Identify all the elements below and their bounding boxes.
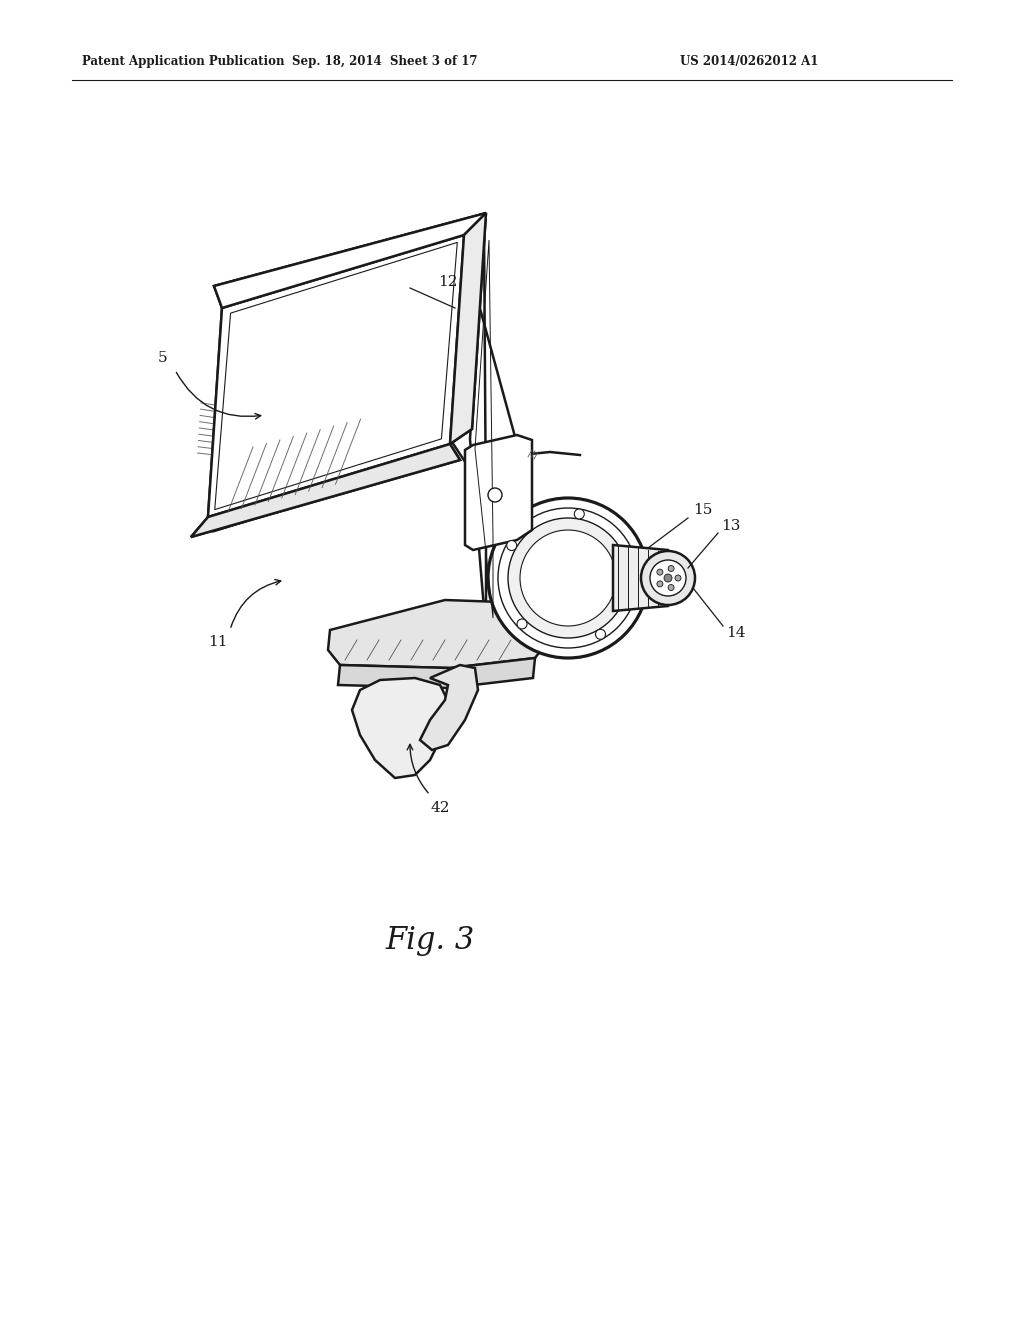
- Text: 14: 14: [726, 626, 745, 640]
- Polygon shape: [214, 213, 486, 308]
- Text: 42: 42: [430, 801, 450, 814]
- Circle shape: [657, 569, 663, 576]
- Polygon shape: [420, 665, 478, 750]
- Polygon shape: [613, 545, 668, 611]
- Polygon shape: [208, 235, 464, 517]
- Circle shape: [507, 540, 517, 550]
- Polygon shape: [208, 235, 464, 517]
- Circle shape: [488, 498, 648, 657]
- Circle shape: [574, 510, 585, 519]
- Circle shape: [675, 576, 681, 581]
- Polygon shape: [470, 227, 486, 634]
- Text: US 2014/0262012 A1: US 2014/0262012 A1: [680, 55, 818, 69]
- Polygon shape: [328, 601, 545, 668]
- Circle shape: [664, 574, 672, 582]
- Circle shape: [657, 581, 663, 587]
- Polygon shape: [352, 678, 450, 777]
- Polygon shape: [338, 657, 535, 688]
- Circle shape: [517, 619, 527, 628]
- Text: 5: 5: [158, 351, 168, 366]
- Polygon shape: [450, 213, 486, 444]
- Circle shape: [624, 550, 634, 561]
- Text: 15: 15: [693, 503, 713, 517]
- Polygon shape: [465, 436, 532, 550]
- Text: Patent Application Publication: Patent Application Publication: [82, 55, 285, 69]
- Circle shape: [498, 508, 638, 648]
- Text: 12: 12: [438, 275, 458, 289]
- Circle shape: [596, 630, 605, 639]
- Polygon shape: [450, 213, 486, 444]
- Polygon shape: [191, 444, 460, 537]
- Polygon shape: [214, 213, 486, 308]
- Text: 13: 13: [721, 519, 740, 533]
- Circle shape: [668, 565, 674, 572]
- Text: 11: 11: [208, 635, 227, 649]
- Circle shape: [650, 560, 686, 597]
- Text: Sep. 18, 2014  Sheet 3 of 17: Sep. 18, 2014 Sheet 3 of 17: [292, 55, 478, 69]
- Circle shape: [520, 531, 616, 626]
- Circle shape: [641, 550, 695, 605]
- Circle shape: [488, 488, 502, 502]
- Circle shape: [668, 585, 674, 590]
- Polygon shape: [191, 444, 460, 537]
- Circle shape: [508, 517, 628, 638]
- Text: Fig. 3: Fig. 3: [385, 924, 475, 956]
